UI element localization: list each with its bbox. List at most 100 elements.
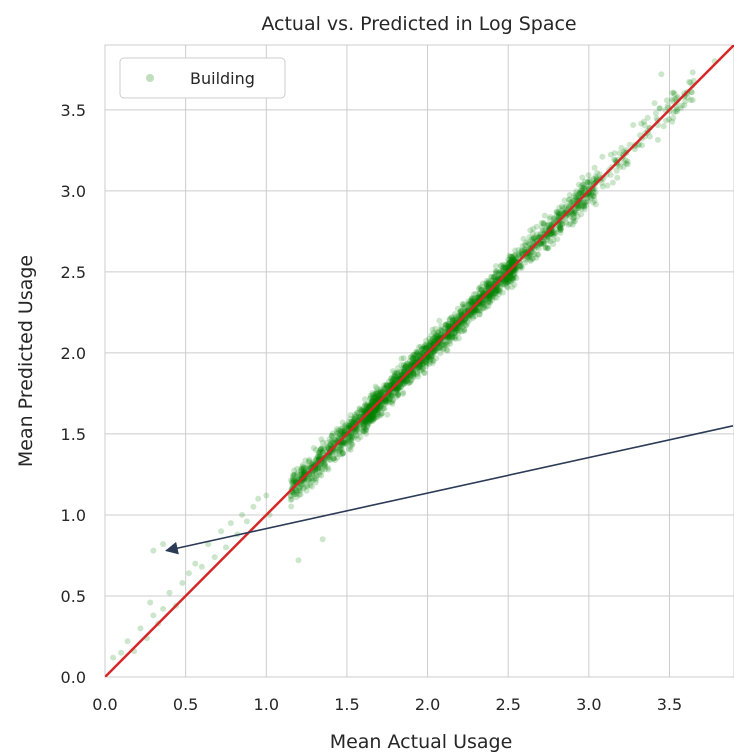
data-point (387, 392, 394, 399)
data-point (674, 106, 681, 113)
data-point (499, 267, 506, 274)
data-point (611, 156, 618, 163)
data-point (427, 358, 434, 365)
data-point (565, 196, 572, 203)
data-point (330, 455, 337, 462)
data-point (529, 255, 536, 262)
data-point (347, 446, 354, 453)
data-point (570, 192, 577, 199)
data-point (358, 406, 365, 413)
data-point (343, 440, 350, 447)
y-tick-label: 0.0 (61, 668, 86, 687)
data-point (381, 382, 388, 389)
data-point (444, 337, 451, 344)
data-point (486, 294, 493, 301)
data-point (456, 323, 463, 330)
data-point (505, 279, 512, 286)
data-point (555, 211, 562, 217)
data-point (297, 491, 304, 498)
data-point (416, 363, 423, 370)
data-point (347, 436, 354, 442)
data-point (334, 433, 341, 440)
data-point (535, 245, 542, 252)
data-point (351, 416, 358, 423)
data-point (383, 382, 390, 389)
data-point (393, 370, 400, 377)
data-point (313, 470, 320, 477)
data-point (517, 265, 524, 271)
data-point (586, 178, 593, 185)
data-point (357, 408, 364, 415)
data-point (287, 492, 294, 499)
data-point (410, 355, 417, 361)
data-point (521, 246, 528, 253)
data-point (454, 305, 461, 312)
data-point (476, 311, 483, 318)
data-point (646, 133, 653, 140)
data-point (296, 485, 303, 492)
data-point (409, 369, 416, 376)
data-point (354, 410, 361, 417)
data-point (346, 433, 353, 440)
data-point (374, 409, 381, 416)
data-point (547, 231, 554, 238)
data-point (351, 413, 358, 420)
data-point (578, 187, 585, 194)
data-point (371, 398, 378, 405)
data-point (315, 449, 322, 456)
data-point (550, 232, 557, 239)
legend-marker (146, 74, 154, 82)
data-point (429, 360, 436, 367)
data-point (339, 425, 346, 432)
data-point (364, 422, 371, 429)
data-point (330, 438, 336, 445)
data-point (383, 381, 390, 388)
data-point (588, 190, 595, 197)
data-point (333, 426, 340, 432)
data-point (381, 405, 388, 412)
data-point (223, 544, 229, 551)
data-point (440, 340, 447, 347)
data-point (379, 405, 386, 411)
data-point (300, 464, 307, 471)
data-point (377, 403, 384, 410)
data-point (375, 394, 382, 401)
data-point (474, 294, 481, 301)
data-point (550, 241, 557, 248)
data-point (373, 388, 380, 395)
data-point (328, 432, 335, 439)
data-point (511, 281, 518, 288)
data-point (529, 255, 536, 262)
data-point (443, 322, 450, 329)
data-point (410, 373, 417, 380)
data-point (476, 285, 483, 291)
data-point (423, 360, 430, 367)
data-point (507, 278, 514, 285)
data-point (426, 342, 432, 349)
data-point (370, 412, 377, 419)
data-point (687, 97, 694, 104)
data-point (490, 293, 496, 300)
data-point (373, 414, 380, 421)
data-point (304, 483, 311, 490)
data-point (377, 389, 384, 396)
data-point (501, 281, 508, 288)
data-point (301, 468, 308, 475)
data-point (315, 465, 322, 472)
data-point (525, 254, 532, 261)
data-point (351, 415, 358, 422)
data-point (449, 316, 456, 323)
data-point (501, 264, 508, 271)
data-point (651, 100, 658, 107)
data-point (690, 77, 697, 84)
data-point (290, 477, 297, 484)
data-point (375, 392, 382, 399)
data-point (533, 223, 540, 230)
data-point (480, 299, 487, 306)
data-point (454, 325, 460, 332)
data-point (394, 392, 401, 399)
data-point (363, 427, 370, 434)
data-point (542, 245, 549, 251)
data-point (582, 198, 589, 205)
